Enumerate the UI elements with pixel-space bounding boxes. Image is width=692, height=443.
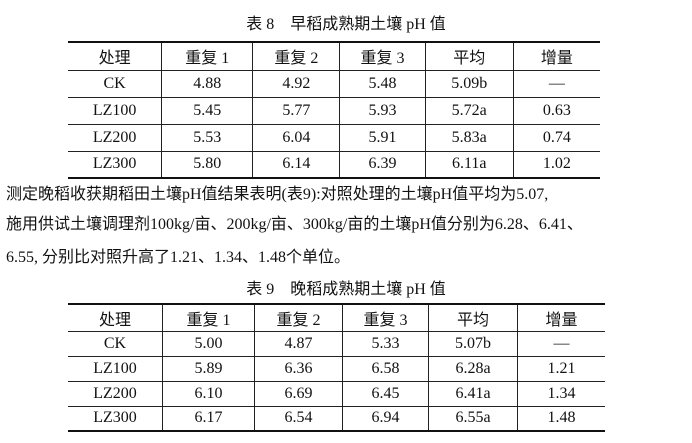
table-cell: 重复 3 (339, 41, 426, 71)
table-cell: 4.92 (252, 69, 341, 98)
table-cell: 处理 (68, 41, 163, 71)
table: 处理 重复 1 重复 2 重复 3 平均 增量 CK 4.88 4.92 5.48 5.09b — LZ… (68, 41, 600, 179)
table-cell: 6.54 (254, 405, 343, 432)
table-cell: 5.07b (428, 330, 518, 357)
table-cell: — (517, 330, 605, 357)
table-cell: 0.63 (512, 96, 600, 125)
table-row: 处理 重复 1 重复 2 重复 3 平均 增量 (68, 303, 605, 332)
table-cell: LZ300 (68, 150, 163, 179)
table-row: 处理 重复 1 重复 2 重复 3 平均 增量 (68, 41, 600, 71)
table-cell: 6.36 (254, 355, 343, 382)
table-cell: 重复 1 (162, 303, 255, 332)
table-cell: 5.89 (162, 355, 255, 382)
table-row: LZ100 5.45 5.77 5.93 5.72a 0.63 (68, 96, 600, 125)
table-cell: 5.48 (339, 69, 426, 98)
table-cell: 6.69 (254, 380, 343, 407)
table-caption: 表 9 晚稻成熟期土壤 pH 值 (246, 281, 446, 298)
table: 处理 重复 1 重复 2 重复 3 平均 增量 CK 5.00 4.87 5.33 5.07b — LZ… (68, 303, 605, 432)
paragraph-line: 施用供试土壤调理剂100kg/亩、200kg/亩、300kg/亩的土壤pH值分别… (6, 216, 583, 233)
table-cell: 5.53 (161, 123, 254, 152)
table-cell: 6.41a (428, 380, 518, 407)
table-row: LZ100 5.89 6.36 6.58 6.28a 1.21 (68, 355, 605, 382)
table-cell: 1.34 (517, 380, 605, 407)
table-cell: LZ200 (68, 380, 163, 407)
table-cell: 6.55a (428, 405, 518, 432)
table-row: LZ300 6.17 6.54 6.94 6.55a 1.48 (68, 405, 605, 432)
table-cell: 6.28a (428, 355, 518, 382)
table-cell: 1.21 (517, 355, 605, 382)
table-cell: 6.10 (162, 380, 255, 407)
table-cell: 4.87 (254, 330, 343, 357)
table-caption: 表 8 早稻成熟期土壤 pH 值 (246, 16, 446, 33)
table-cell: LZ100 (68, 355, 163, 382)
table-cell: 6.17 (162, 405, 255, 432)
paragraph-line: 6.55, 分别比对照升高了1.21、1.34、1.48个单位。 (6, 249, 351, 266)
table-cell: 重复 2 (254, 303, 343, 332)
table-cell: 5.00 (162, 330, 255, 357)
table-cell: 平均 (428, 303, 518, 332)
table-cell: LZ200 (68, 123, 163, 152)
table-cell: 重复 3 (342, 303, 429, 332)
table-cell: 5.77 (252, 96, 341, 125)
table-cell: CK (68, 69, 163, 98)
table-row: LZ200 6.10 6.69 6.45 6.41a 1.34 (68, 380, 605, 407)
table-cell: 1.48 (517, 405, 605, 432)
table-cell: — (512, 69, 600, 98)
table-cell: 5.80 (161, 150, 254, 179)
table-cell: 处理 (68, 303, 163, 332)
table-cell: 5.93 (339, 96, 426, 125)
table-cell: 5.45 (161, 96, 254, 125)
table-cell: 6.94 (342, 405, 429, 432)
table-row: LZ200 5.53 6.04 5.91 5.83a 0.74 (68, 123, 600, 152)
table-cell: LZ100 (68, 96, 163, 125)
table-cell: 1.02 (512, 150, 600, 179)
table-row: LZ300 5.80 6.14 6.39 6.11a 1.02 (68, 150, 600, 179)
table-cell: 5.33 (342, 330, 429, 357)
table-cell: CK (68, 330, 163, 357)
table-cell: 重复 1 (161, 41, 254, 71)
table-cell: 平均 (424, 41, 514, 71)
table-row: CK 4.88 4.92 5.48 5.09b — (68, 69, 600, 98)
table-cell: 增量 (512, 41, 600, 71)
table-cell: 6.11a (424, 150, 514, 179)
table-cell: 重复 2 (252, 41, 341, 71)
table-cell: LZ300 (68, 405, 163, 432)
table-cell: 4.88 (161, 69, 254, 98)
table-cell: 5.83a (424, 123, 514, 152)
table-cell: 6.58 (342, 355, 429, 382)
paragraph-line: 测定晚稻收获期稻田土壤pH值结果表明(表9):对照处理的土壤pH值平均为5.07… (6, 186, 549, 203)
table-row: CK 5.00 4.87 5.33 5.07b — (68, 330, 605, 357)
table-cell: 6.04 (252, 123, 341, 152)
table-cell: 5.91 (339, 123, 426, 152)
table-cell: 6.45 (342, 380, 429, 407)
table-cell: 6.14 (252, 150, 341, 179)
table-cell: 6.39 (339, 150, 426, 179)
table-cell: 5.09b (424, 69, 514, 98)
table-cell: 5.72a (424, 96, 514, 125)
table-cell: 增量 (517, 303, 605, 332)
table-cell: 0.74 (512, 123, 600, 152)
